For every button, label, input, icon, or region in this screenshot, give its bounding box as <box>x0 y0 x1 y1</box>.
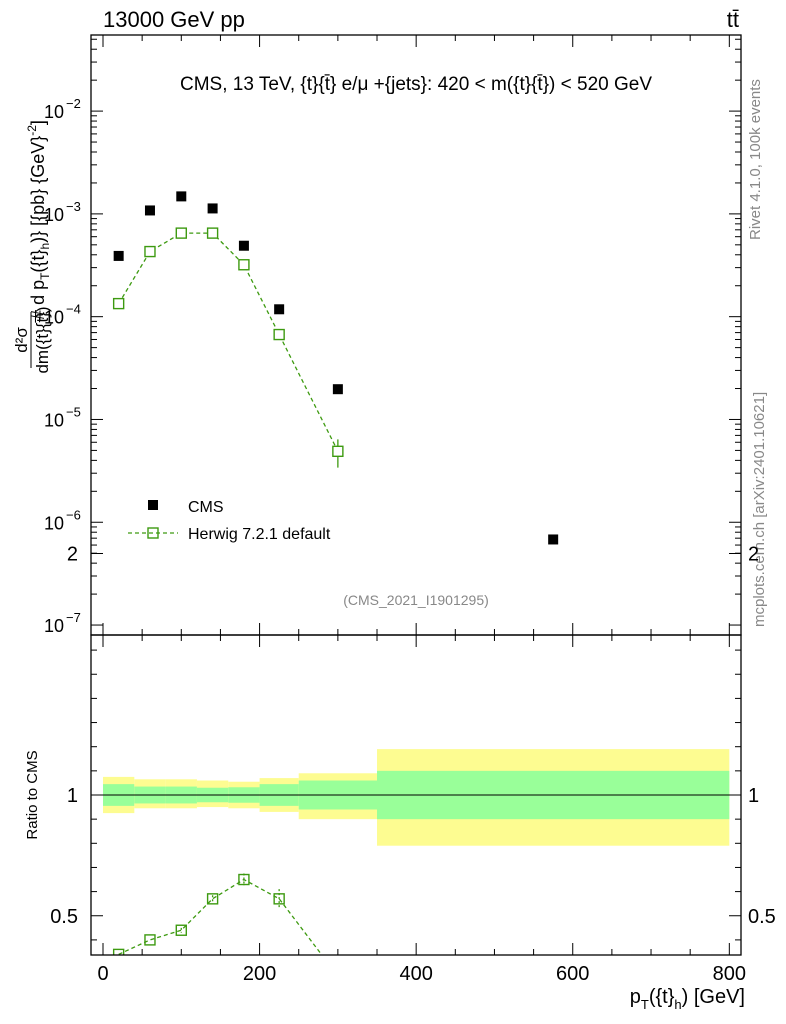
ylabel-sup: -2 <box>25 125 39 136</box>
ratio-y-tick-label: 1 <box>67 785 78 807</box>
x-tick-label: 200 <box>243 963 276 985</box>
analysis-tag: (CMS_2021_I1901295) <box>343 592 489 608</box>
main-y-tick-label: 10 <box>44 102 64 122</box>
legend-label-herwig: Herwig 7.2.1 default <box>188 526 331 543</box>
main-y-tick-exponent: −7 <box>66 610 81 625</box>
herwig-point <box>112 297 125 310</box>
rivet-label: Rivet 4.1.0, 100k events <box>747 79 764 240</box>
herwig-ratio-point <box>144 934 156 946</box>
cms-point <box>238 240 249 251</box>
main-plot-frame <box>90 34 742 636</box>
x-tick-label: 600 <box>556 963 589 985</box>
main-plot-panel: 10−710−610−510−410−310−2 CMS, 13 TeV, {t… <box>12 34 742 636</box>
ylabel-rest-a: d p <box>28 280 48 310</box>
xlabel-end: ) [GeV] <box>682 986 745 1008</box>
cms-point <box>113 250 124 261</box>
legend: CMS Herwig 7.2.1 default <box>128 499 331 543</box>
cms-point <box>144 205 155 216</box>
main-y-tick-exponent: −2 <box>66 96 81 111</box>
ratio-y-tick-label-right: 1 <box>748 785 759 807</box>
main-y-axis-label: # d pT({t}h)} [{pb} {GeV}-2] <box>25 120 52 320</box>
ylabel-rest-b: ({t} <box>28 250 48 273</box>
ylabel-rest-c: )} [{pb} {GeV} <box>28 136 48 243</box>
x-tick-label: 800 <box>713 963 746 985</box>
legend-marker-herwig <box>147 527 159 539</box>
mcplots-label: mcplots.cern.ch [arXiv:2401.10621] <box>751 392 768 627</box>
ylabel-rest-d: ] <box>28 120 48 125</box>
herwig-point <box>144 245 156 258</box>
ylabel-prefix: # <box>28 310 48 320</box>
main-y-tick-label: 10 <box>44 308 64 328</box>
main-y-tick-label: 10 <box>44 205 64 225</box>
main-y-tick-exponent: −4 <box>66 302 81 317</box>
xlabel-sub-t: T <box>641 997 649 1012</box>
cms-point <box>548 534 559 545</box>
main-y-tick-exponent: −3 <box>66 199 81 214</box>
herwig-point <box>206 227 219 239</box>
main-y-tick-label: 10 <box>44 616 64 636</box>
ylabel-fraction: d²σ dm({t}{t̄}) <box>12 306 52 373</box>
main-y-tick-label: 10 <box>44 513 64 533</box>
svg-text:# d pT({t}h)} [{pb} {GeV}-2]: # d pT({t}h)} [{pb} {GeV}-2] <box>25 120 52 320</box>
cms-point <box>274 304 285 315</box>
herwig-point <box>273 328 285 341</box>
ratio-uncertainty-bands <box>103 749 730 846</box>
ratio-plot-panel: 0.5 0.51 12 20 200 400 600 800 Ratio to CMS pT(… <box>24 544 776 1013</box>
main-x-axis-ticks <box>102 35 730 635</box>
cms-point <box>332 384 343 395</box>
cms-point <box>176 191 187 202</box>
ratio-y-tick-label: 0.5 <box>50 906 78 928</box>
legend-label-cms: CMS <box>188 499 224 516</box>
herwig-point <box>332 445 344 458</box>
header-right-label: tt̄ <box>727 7 739 32</box>
x-tick-label: 400 <box>399 963 432 985</box>
cms-point <box>207 203 218 214</box>
herwig-point <box>238 259 250 271</box>
herwig-ratio-point <box>333 971 343 981</box>
main-y-axis-ticks: 10−710−610−510−410−310−2 <box>44 38 741 636</box>
herwig-ratio-point <box>175 924 187 936</box>
main-y-tick-label: 10 <box>44 410 64 430</box>
herwig-line <box>118 232 339 452</box>
header-left-label: 13000 GeV pp <box>103 7 245 32</box>
ylabel-sub-h: h <box>38 243 52 250</box>
ratio-y-tick-label-right: 2 <box>748 544 759 566</box>
ylabel-fraction-den: dm({t}{t̄}) <box>33 306 52 373</box>
main-series-layer <box>112 191 559 545</box>
herwig-ratio-line <box>118 878 323 955</box>
ylabel-sub-t: T <box>38 272 52 280</box>
ratio-y-tick-label-right: 0.5 <box>748 906 776 928</box>
herwig-ratio-point <box>206 893 219 905</box>
ylabel-fraction-num: d²σ <box>12 327 31 353</box>
ratio-y-tick-label: 2 <box>67 544 78 566</box>
herwig-ratio-series <box>112 873 343 981</box>
ratio-y-axis-label: Ratio to CMS <box>24 750 41 839</box>
plot-title: CMS, 13 TeV, {t}{t̄} e/μ +{jets}: 420 < … <box>180 74 652 95</box>
herwig-ratio-point <box>238 873 250 886</box>
main-y-tick-exponent: −6 <box>66 507 81 522</box>
ratio-plot-frame <box>90 634 742 956</box>
xlabel-sub-h: h <box>674 997 681 1012</box>
ratio-axis-ticks: 0.5 0.5 1 1 2 2 0 200 400 600 800 <box>50 544 776 986</box>
x-tick-label: 0 <box>97 963 108 985</box>
main-y-tick-exponent: −5 <box>66 404 81 419</box>
ratio-series-layer <box>112 873 343 981</box>
x-axis-label: pT({t}h) [GeV] <box>630 986 745 1012</box>
xlabel-mid: ({t} <box>649 986 675 1008</box>
xlabel-p: p <box>630 986 641 1008</box>
herwig-ratio-point <box>273 893 285 905</box>
legend-marker-cms <box>148 500 158 510</box>
herwig-point <box>175 227 187 239</box>
